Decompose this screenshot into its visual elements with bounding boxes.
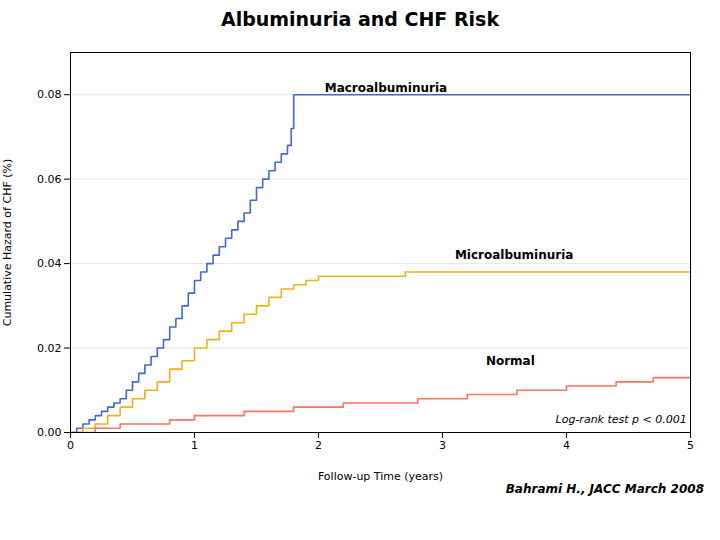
svg-text:Normal: Normal (486, 354, 535, 368)
html-text:Albuminuria and CHF Risk: Albuminuria and CHF Risk (220, 8, 500, 30)
svg-text:Follow-up Time (years): Follow-up Time (years) (318, 470, 443, 483)
svg-text:Log-rank test p < 0.001: Log-rank test p < 0.001 (556, 413, 687, 426)
svg-text:5: 5 (687, 439, 694, 452)
svg-text:4: 4 (563, 439, 570, 452)
svg-text:0.00: 0.00 (37, 426, 62, 439)
svg-text:0.08: 0.08 (37, 88, 62, 101)
svg-text:1: 1 (191, 439, 198, 452)
svg-text:0.04: 0.04 (37, 257, 62, 270)
svg-text:Cumulative Hazard of CHF (%): Cumulative Hazard of CHF (%) (1, 159, 14, 327)
html-text:Bahrami H., JACC March 2008: Bahrami H., JACC March 2008 (505, 482, 704, 496)
svg-text:Microalbuminuria: Microalbuminuria (455, 248, 574, 262)
svg-text:0.02: 0.02 (37, 342, 62, 355)
svg-text:0.06: 0.06 (37, 173, 62, 186)
svg-text:2: 2 (315, 439, 322, 452)
svg-text:3: 3 (439, 439, 446, 452)
svg-text:Macroalbuminuria: Macroalbuminuria (325, 81, 448, 95)
svg-text:0: 0 (67, 439, 74, 452)
